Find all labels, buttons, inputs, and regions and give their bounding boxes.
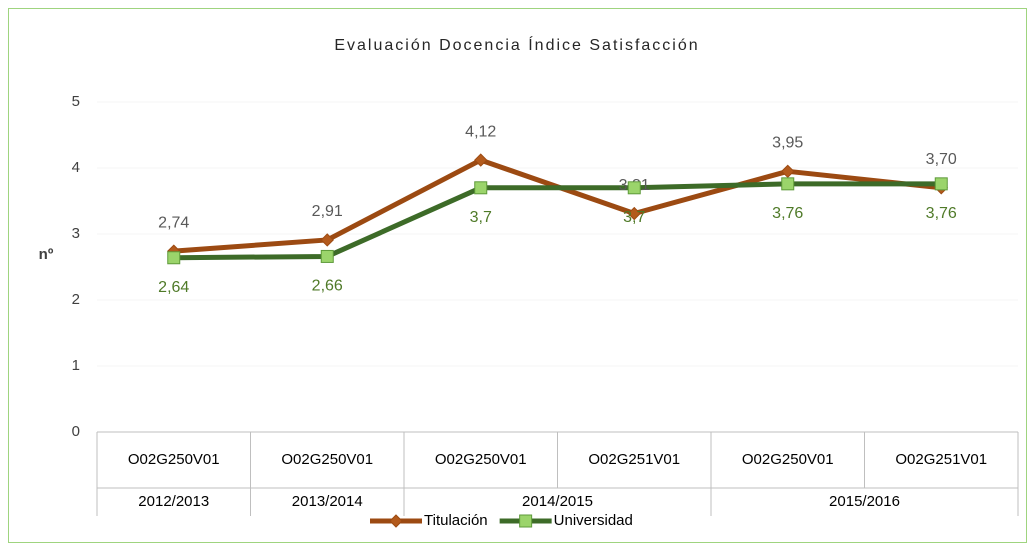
marker: [781, 177, 795, 191]
x-tick-label: O02G250V01: [128, 451, 220, 468]
marker: [627, 206, 641, 221]
chart-border: [8, 8, 1027, 543]
data-label: 3,7: [623, 209, 645, 226]
series-line: [173, 181, 942, 261]
x-tick-label: O02G250V01: [742, 451, 834, 468]
y-tick-label: 4: [72, 159, 80, 176]
y-tick-label: 3: [72, 225, 80, 242]
data-label: 3,76: [772, 205, 803, 222]
marker: [934, 177, 948, 191]
data-label: 3,95: [772, 135, 803, 152]
marker: [320, 233, 334, 247]
group-label: 2015/2016: [829, 493, 900, 510]
x-tick-label: O02G251V01: [588, 451, 680, 468]
marker: [474, 181, 488, 195]
data-label: 3,76: [926, 205, 957, 222]
data-label: 3,7: [470, 209, 492, 226]
x-tick-label: O02G251V01: [895, 451, 987, 468]
marker: [167, 251, 181, 265]
data-label: 2,74: [158, 214, 189, 231]
y-tick-label: 5: [72, 93, 80, 110]
marker: [389, 514, 403, 528]
marker: [320, 249, 334, 263]
legend-label: Titulación: [424, 512, 488, 529]
y-tick-label: 1: [72, 357, 80, 374]
chart-title: Evaluación Docencia Índice Satisfacción: [334, 35, 699, 54]
data-label: 2,64: [158, 279, 189, 296]
marker: [781, 164, 795, 179]
y-tick-label: 2: [72, 291, 80, 308]
group-label: 2013/2014: [292, 493, 363, 510]
legend-label: Universidad: [554, 512, 633, 529]
x-tick-label: O02G250V01: [281, 451, 373, 468]
data-label: 4,12: [465, 123, 496, 140]
x-tick-label: O02G250V01: [435, 451, 527, 468]
data-label: 2,91: [312, 203, 343, 220]
marker: [474, 153, 488, 167]
data-label: 2,66: [312, 278, 343, 295]
y-axis-label: nº: [39, 246, 54, 263]
marker: [627, 181, 641, 195]
marker: [519, 514, 533, 528]
group-label: 2012/2013: [138, 493, 209, 510]
group-label: 2014/2015: [522, 493, 593, 510]
y-tick-label: 0: [72, 423, 80, 440]
data-label: 3,70: [926, 151, 957, 168]
